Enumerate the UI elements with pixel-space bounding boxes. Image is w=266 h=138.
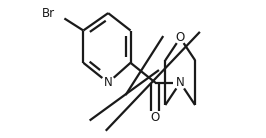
Text: Br: Br xyxy=(42,7,55,20)
Text: O: O xyxy=(151,111,160,124)
Text: O: O xyxy=(176,31,185,44)
Text: N: N xyxy=(104,76,113,89)
Text: N: N xyxy=(176,76,185,89)
